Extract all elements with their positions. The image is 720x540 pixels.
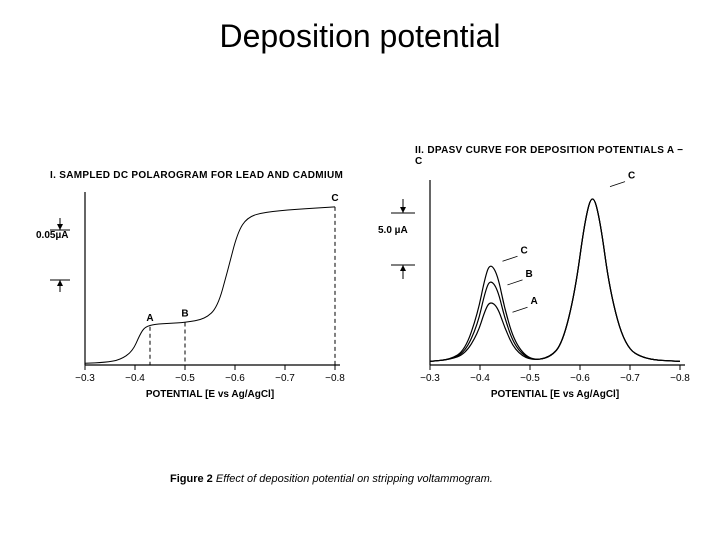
svg-text:−0.5: −0.5: [520, 373, 540, 384]
svg-text:−0.7: −0.7: [275, 373, 295, 384]
svg-text:A: A: [146, 313, 153, 324]
left-scale-label: 0.05µA: [36, 230, 68, 241]
svg-text:−0.5: −0.5: [175, 373, 195, 384]
svg-text:−0.6: −0.6: [225, 373, 245, 384]
right-panel-title: II. DPASV CURVE FOR DEPOSITION POTENTIAL…: [415, 145, 690, 167]
svg-text:−0.4: −0.4: [470, 373, 490, 384]
page-title: Deposition potential: [0, 18, 720, 55]
svg-text:−0.3: −0.3: [420, 373, 440, 384]
left-polarogram-chart: −0.3 −0.4 −0.5 −0.6 −0.7 −0.8 POTENTIAL [E vs …: [30, 180, 350, 410]
caption-bold: Figure 2: [170, 473, 213, 485]
svg-text:C: C: [521, 245, 528, 256]
right-dpasv-chart: −0.3 −0.4 −0.5 −0.6 −0.7 −0.8 POTENTIAL [E vs …: [375, 165, 695, 410]
svg-text:C: C: [628, 171, 635, 182]
svg-text:−0.8: −0.8: [670, 373, 690, 384]
svg-text:−0.7: −0.7: [620, 373, 640, 384]
svg-text:POTENTIAL [E vs Ag/AgCl]: POTENTIAL [E vs Ag/AgCl]: [146, 389, 274, 400]
svg-text:POTENTIAL [E vs Ag/AgCl]: POTENTIAL [E vs Ag/AgCl]: [491, 389, 619, 400]
svg-text:B: B: [526, 269, 533, 280]
right-scale-label: 5.0 µA: [378, 225, 408, 236]
svg-text:A: A: [531, 296, 538, 307]
figure-caption: Figure 2 Effect of deposition potential …: [170, 473, 570, 485]
svg-text:B: B: [181, 309, 188, 320]
svg-text:−0.6: −0.6: [570, 373, 590, 384]
svg-text:−0.8: −0.8: [325, 373, 345, 384]
caption-italic: Effect of deposition potential on stripp…: [216, 473, 493, 485]
svg-text:−0.3: −0.3: [75, 373, 95, 384]
svg-text:C: C: [331, 193, 338, 204]
svg-text:−0.4: −0.4: [125, 373, 145, 384]
